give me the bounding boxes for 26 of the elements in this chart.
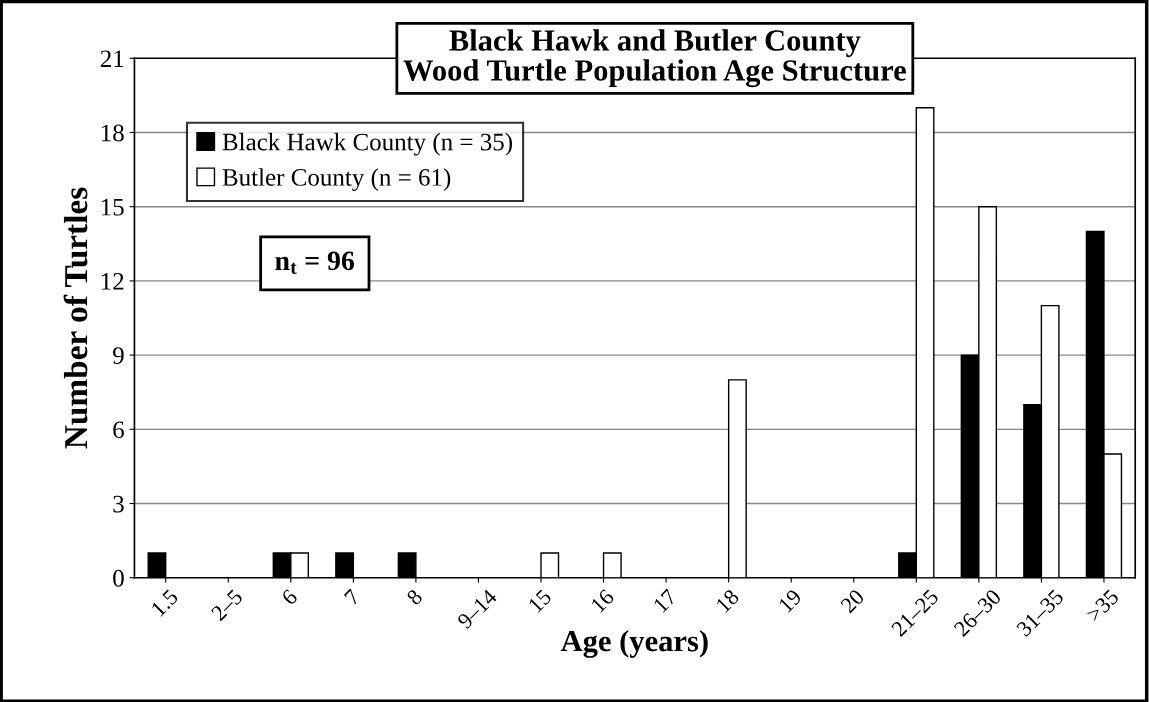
x-tick-label: >35 bbox=[1085, 588, 1120, 623]
y-tick-label: 12 bbox=[101, 273, 124, 290]
x-tick-label: 1.5 bbox=[150, 588, 179, 617]
x-tick-label: 19 bbox=[778, 588, 803, 613]
y-tick-label: 3 bbox=[113, 495, 124, 513]
x-tick-label: 17 bbox=[653, 588, 678, 613]
x-axis-title: Age (years) bbox=[560, 629, 708, 658]
x-tick-label: 8 bbox=[405, 588, 424, 606]
x-tick-label: 20 bbox=[839, 588, 865, 614]
x-tick-label: 15 bbox=[527, 588, 553, 613]
annotation: n$_{t}$ = 96 bbox=[275, 251, 355, 274]
chart-title: Black Hawk and Butler County Wood Turtle Population Age Structure bbox=[403, 29, 906, 88]
x-tick-label: 2–5 bbox=[210, 588, 244, 622]
y-tick-label: 15 bbox=[101, 198, 124, 216]
y-tick-label: 9 bbox=[113, 347, 124, 365]
y-tick-label: 0 bbox=[113, 569, 124, 587]
legend-label: Butler County (n = 61) bbox=[222, 168, 451, 191]
y-tick-label: 6 bbox=[113, 421, 124, 439]
x-tick-label: 18 bbox=[715, 588, 740, 613]
y-tick-label: 21 bbox=[100, 50, 124, 67]
x-tick-label: 16 bbox=[590, 588, 615, 613]
x-tick-label: 6 bbox=[280, 588, 299, 606]
x-tick-label: 7 bbox=[343, 588, 361, 606]
legend-label: Black Hawk County (n = 35) bbox=[222, 132, 512, 156]
y-tick-label: 18 bbox=[101, 124, 124, 142]
y-axis-title: Number of Turtles bbox=[63, 187, 88, 449]
